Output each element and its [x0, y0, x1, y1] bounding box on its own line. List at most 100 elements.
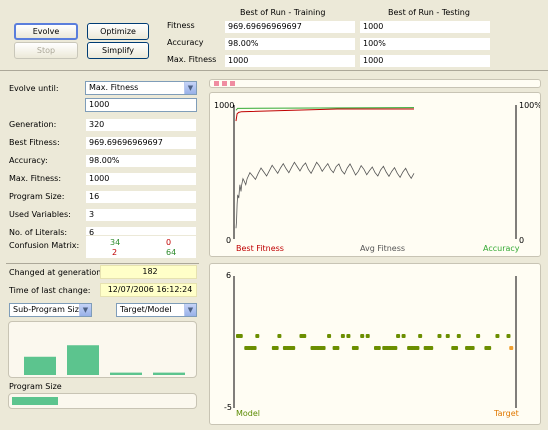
target-model-select[interactable]: Target/Model ▼ — [116, 303, 197, 317]
series-best-fitness — [235, 108, 414, 122]
evolve-button[interactable]: Evolve — [14, 23, 78, 40]
max-fitness-label: Max. Fitness — [167, 55, 217, 64]
model-point — [429, 346, 434, 350]
last-change-value: 12/07/2006 16:12:24 — [100, 283, 197, 297]
program-size-label: Program Size: — [9, 192, 65, 201]
model-point — [495, 334, 500, 338]
fitness-label: Fitness — [167, 21, 195, 30]
model-point — [277, 334, 282, 338]
model-point — [445, 334, 450, 338]
legend-target: Target — [493, 409, 519, 418]
confusion-matrix-label: Confusion Matrix: — [9, 241, 80, 250]
model-point — [238, 334, 243, 338]
model-point — [346, 334, 351, 338]
confusion-tp: 34 — [110, 238, 121, 247]
model-point — [418, 334, 423, 338]
max-fitness-stat-label: Max. Fitness: — [9, 174, 62, 183]
model-point — [335, 346, 340, 350]
evolve-until-select[interactable]: Max. Fitness ▼ — [85, 81, 197, 95]
confusion-tn: 64 — [166, 248, 177, 257]
accuracy-label: Accuracy — [167, 38, 204, 47]
fitness-chart-panel: 1000 0 100% 0 Best Fitness Avg Fitness A… — [209, 92, 542, 257]
legend-avg-fitness: Avg Fitness — [360, 244, 405, 253]
model-point — [376, 346, 381, 350]
last-change-label: Time of last change: — [9, 286, 91, 295]
stop-button[interactable]: Stop — [14, 42, 78, 59]
confusion-fn: 2 — [112, 248, 118, 257]
y-left-top-label: 1000 — [214, 101, 234, 110]
sub-program-bar — [67, 345, 99, 375]
chevron-down-icon[interactable]: ▼ — [184, 82, 196, 94]
model-point — [354, 346, 359, 350]
progress-marker — [230, 81, 235, 86]
legend-model: Model — [236, 409, 260, 418]
model-point — [274, 346, 279, 350]
model-point — [456, 334, 461, 338]
model-point — [321, 346, 326, 350]
separator — [6, 263, 199, 264]
optimize-button[interactable]: Optimize — [87, 23, 149, 40]
model-point — [454, 346, 459, 350]
progress-marker — [214, 81, 219, 86]
sub-program-value: Sub-Program Sizes — [13, 305, 88, 314]
best-fitness-value: 969.69696969697 — [85, 136, 197, 150]
best-fitness-label: Best Fitness: — [9, 138, 60, 147]
model-point — [365, 334, 370, 338]
y-left-bottom-label: 0 — [226, 236, 231, 245]
model-point — [476, 334, 481, 338]
target-model-value: Target/Model — [120, 305, 172, 314]
training-accuracy-value: 98.00% — [224, 37, 356, 51]
sub-program-bar — [110, 372, 142, 375]
model-point — [487, 346, 492, 350]
model-point — [393, 346, 398, 350]
changed-at-label: Changed at generation: — [9, 268, 105, 277]
model-point — [291, 346, 296, 350]
confusion-matrix: 34 0 2 64 — [85, 235, 197, 259]
model-point — [415, 346, 420, 350]
chevron-down-icon[interactable]: ▼ — [184, 304, 196, 316]
sub-program-chart — [8, 321, 197, 378]
generation-label: Generation: — [9, 120, 57, 129]
evolve-until-target-input[interactable]: 1000 — [85, 98, 197, 112]
literals-label: No. of Literals: — [9, 228, 68, 237]
model-chart: 6 -5 Model Target — [224, 271, 519, 418]
generation-value: 320 — [85, 118, 197, 132]
program-size-value: 16 — [85, 190, 197, 204]
model-chart-panel: 6 -5 Model Target — [209, 263, 541, 425]
progress-marker — [222, 81, 227, 86]
evolve-until-label: Evolve until: — [9, 84, 59, 93]
program-size-bar-fill — [12, 397, 58, 405]
model-point — [509, 346, 514, 350]
model-point — [255, 334, 260, 338]
y-right-top-label: 100% — [519, 101, 540, 110]
progress-markers — [214, 81, 235, 86]
model-point — [252, 346, 257, 350]
training-max-fitness-value: 1000 — [224, 54, 356, 68]
model-point — [396, 334, 401, 338]
sub-program-bar — [153, 372, 185, 375]
model-point — [470, 346, 475, 350]
series-avg-fitness — [235, 161, 415, 229]
simplify-button[interactable]: Simplify — [87, 42, 149, 59]
progress-strip — [209, 79, 541, 88]
evolve-until-value: Max. Fitness — [89, 83, 139, 92]
chevron-down-icon[interactable]: ▼ — [79, 304, 91, 316]
testing-max-fitness-value: 1000 — [359, 54, 491, 68]
sub-program-bars — [24, 345, 185, 375]
training-header: Best of Run - Training — [240, 8, 326, 17]
program-size-chart-label: Program Size — [9, 382, 62, 391]
legend-accuracy: Accuracy — [483, 244, 520, 253]
fitness-chart: 1000 0 100% 0 Best Fitness Avg Fitness A… — [214, 101, 542, 253]
accuracy-stat-label: Accuracy: — [9, 156, 48, 165]
model-point — [401, 334, 406, 338]
series-accuracy — [235, 107, 415, 111]
model-point — [437, 334, 442, 338]
sub-program-select[interactable]: Sub-Program Sizes ▼ — [9, 303, 92, 317]
training-fitness-value: 969.69696969697 — [224, 20, 356, 34]
max-fitness-stat-value: 1000 — [85, 172, 197, 186]
model-y-top-label: 6 — [226, 271, 231, 280]
used-variables-label: Used Variables: — [9, 210, 71, 219]
y-right-bottom-label: 0 — [519, 236, 524, 245]
confusion-fp: 0 — [166, 238, 172, 247]
program-size-bar-track — [8, 393, 197, 409]
